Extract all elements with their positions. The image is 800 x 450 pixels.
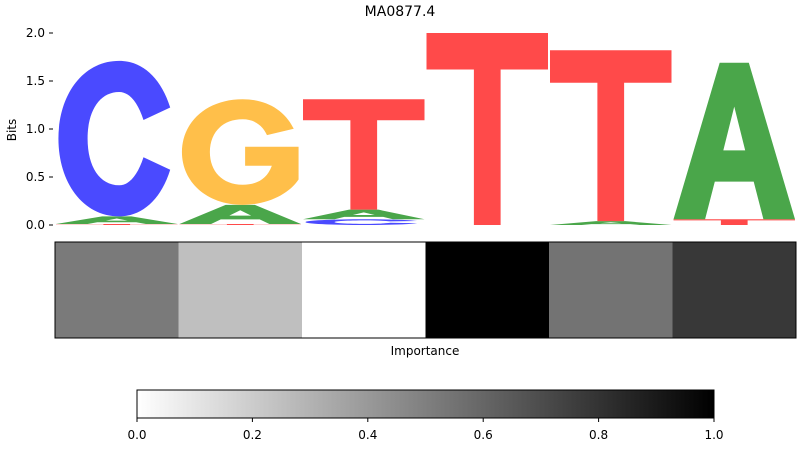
logo-letter-t (550, 50, 672, 222)
colorbar-tick-label: 0.8 (589, 428, 608, 442)
logo-letter-a (673, 62, 795, 220)
colorbar-tick-label: 0.4 (358, 428, 377, 442)
logo-letter-t (426, 33, 548, 225)
y-tick-label: 2.0 (26, 26, 45, 40)
logo-letter-t (179, 224, 301, 225)
logo-letter-c (58, 60, 171, 217)
chart-title: MA0877.4 (365, 4, 436, 20)
y-axis-ticks: 0.0 0.5 1.0 1.5 2.0 (26, 26, 53, 232)
logo-letter-t (303, 99, 425, 210)
logo-letter-a (550, 221, 672, 225)
y-axis-label: Bits (5, 119, 19, 142)
importance-heatmap: Importance (54, 241, 797, 358)
sequence-logo: Bits 0.0 0.5 1.0 1.5 2.0 (5, 26, 795, 232)
y-tick-label: 0.5 (26, 170, 45, 184)
y-tick-label: 0.0 (26, 218, 45, 232)
heatmap-cell (425, 242, 550, 338)
colorbar-tick-label: 0.0 (127, 428, 146, 442)
logo-letter-a (56, 216, 178, 225)
colorbar-tick-label: 0.2 (243, 428, 262, 442)
logo-letter-t (673, 219, 795, 225)
logo-letter-c (305, 219, 418, 225)
colorbar-gradient (136, 389, 715, 419)
heatmap-cell (672, 242, 797, 338)
heatmap-cell (302, 242, 426, 338)
logo-letter-a (303, 209, 425, 220)
colorbar-tick-label: 0.6 (474, 428, 493, 442)
colorbar-tick-label: 1.0 (704, 428, 723, 442)
colorbar-ticks: 0.0 0.2 0.4 0.6 0.8 1.0 (127, 418, 724, 442)
y-tick-label: 1.5 (26, 74, 45, 88)
logo-letter-a (179, 204, 301, 225)
logo-letters (56, 33, 795, 225)
colorbar: 0.0 0.2 0.4 0.6 0.8 1.0 (127, 389, 724, 442)
y-tick-label: 1.0 (26, 122, 45, 136)
logo-letter-g (181, 99, 299, 205)
x-axis-label: Importance (391, 344, 460, 358)
heatmap-frame (54, 241, 797, 339)
heatmap-cell (549, 242, 673, 338)
logo-letter-t (56, 224, 178, 225)
heatmap-cell (178, 242, 303, 338)
heatmap-cell (55, 242, 179, 338)
